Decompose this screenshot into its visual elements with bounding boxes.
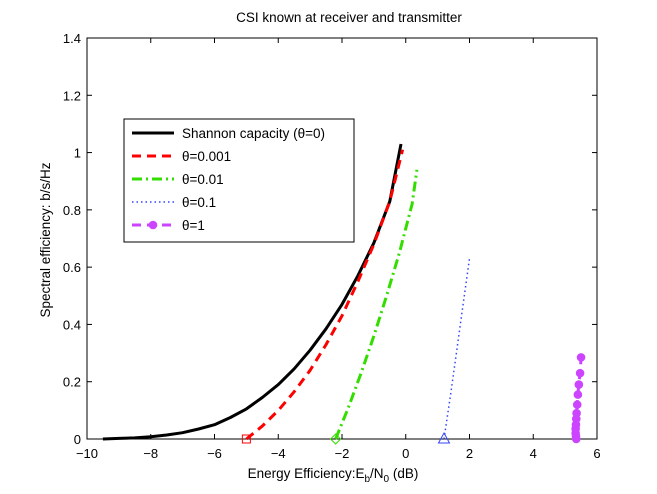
legend-entry: θ=0.001 bbox=[132, 149, 231, 164]
series-line bbox=[334, 169, 419, 440]
plot-area: −10 −8 −6 −4 −2 0 2 4 6 0 0.2 0.4 0.6 0.8 1 1.2 1.4 bbox=[63, 31, 601, 461]
legend: Shannon capacity (θ=0) θ=0.001 θ=0.01 θ=0.1… bbox=[123, 118, 355, 243]
x-tick-label: −10 bbox=[76, 446, 98, 461]
y-axis-label: Spectral efficiency: b/s/Hz bbox=[38, 162, 53, 317]
series-2 bbox=[329, 169, 419, 445]
x-tick-label: −6 bbox=[207, 446, 222, 461]
legend-entry: Shannon capacity (θ=0) bbox=[132, 126, 325, 141]
y-tick-label: 1.4 bbox=[63, 31, 81, 46]
x-tick-label: 6 bbox=[593, 446, 600, 461]
y-tick-label: 0.8 bbox=[63, 203, 81, 218]
legend-label: Shannon capacity (θ=0) bbox=[182, 126, 325, 141]
x-tick-label: −8 bbox=[143, 446, 158, 461]
y-tick-label: 0.6 bbox=[63, 260, 81, 275]
series-1 bbox=[241, 149, 405, 444]
legend-marker bbox=[148, 220, 158, 230]
series-line bbox=[443, 258, 471, 440]
legend-entry: θ=1 bbox=[132, 218, 205, 233]
legend-label: θ=0.1 bbox=[182, 195, 216, 210]
data-point bbox=[572, 400, 582, 409]
legend-label: θ=0.01 bbox=[182, 172, 224, 187]
x-tick-label: 4 bbox=[530, 446, 537, 461]
series-line bbox=[102, 143, 403, 441]
data-point bbox=[572, 408, 581, 418]
series-3 bbox=[437, 258, 471, 444]
legend-box bbox=[123, 118, 355, 243]
y-tick-label: 1.2 bbox=[63, 88, 81, 103]
data-point bbox=[241, 434, 251, 444]
legend-label: θ=1 bbox=[182, 218, 205, 233]
series-4 bbox=[571, 353, 586, 444]
y-tick-label: 1 bbox=[74, 146, 81, 161]
series-line bbox=[245, 149, 405, 441]
x-tick-label: 2 bbox=[466, 446, 473, 461]
x-tick-label: −2 bbox=[335, 446, 350, 461]
legend-label: θ=0.001 bbox=[182, 149, 231, 164]
y-tick-label: 0 bbox=[74, 432, 81, 447]
data-point bbox=[329, 433, 342, 445]
x-axis-label: Energy Efficiency:Eb/N0 (dB) bbox=[248, 466, 419, 485]
data-point bbox=[574, 380, 584, 389]
x-tick-label: −4 bbox=[271, 446, 286, 461]
data-point bbox=[437, 431, 451, 444]
data-point bbox=[573, 390, 583, 399]
legend-entry: θ=0.01 bbox=[132, 172, 224, 187]
series-0 bbox=[102, 143, 403, 441]
legend-entry: θ=0.1 bbox=[132, 195, 216, 210]
y-tick-label: 0.4 bbox=[63, 317, 81, 332]
data-point bbox=[576, 353, 586, 362]
data-point bbox=[575, 368, 585, 378]
chart-title: CSI known at receiver and transmitter bbox=[236, 10, 462, 25]
x-tick-label: 0 bbox=[402, 446, 409, 461]
y-tick-label: 0.2 bbox=[63, 375, 81, 390]
